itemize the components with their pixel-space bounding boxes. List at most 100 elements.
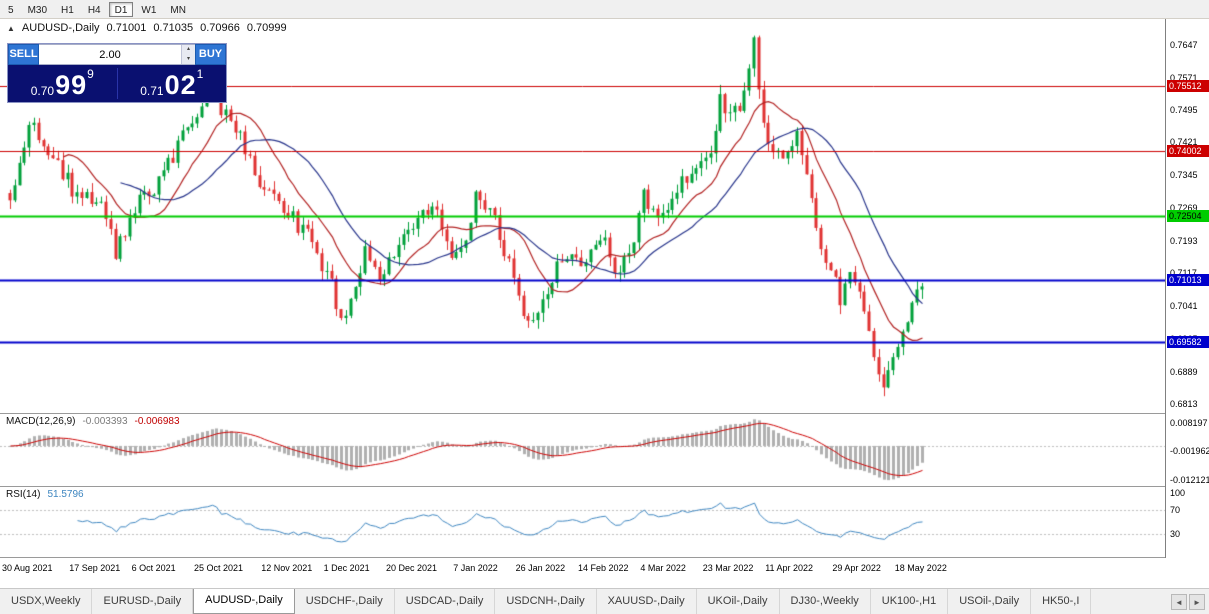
timeframe-button-d1[interactable]: D1 xyxy=(108,1,134,17)
sell-price-figure: 0.70 xyxy=(30,84,55,98)
volume-input[interactable] xyxy=(39,45,181,64)
timeframe-bar: 5 M30 H1 H4 D1 W1 MN xyxy=(0,0,1209,19)
price-divider xyxy=(116,68,118,99)
chart-ohlc-header: ▲ AUDUSD-,Daily 0.71001 0.71035 0.70966 … xyxy=(7,22,287,34)
panel-resize-handle[interactable] xyxy=(0,486,1165,487)
volume-increase-icon[interactable]: ▴ xyxy=(182,45,195,55)
macd-scale-label: -0.012121 xyxy=(1170,474,1209,485)
axis-separator xyxy=(0,557,1165,558)
timeframe-button-h4[interactable]: H4 xyxy=(87,4,101,16)
macd-label: MACD(12,26,9) xyxy=(6,416,76,427)
tab-usoil-daily[interactable]: USOil-,Daily xyxy=(948,589,1032,614)
timeframe-button-mn[interactable]: MN xyxy=(170,4,186,16)
rsi-scale-label: 70 xyxy=(1170,505,1181,516)
rsi-label: RSI(14) xyxy=(6,489,41,500)
tab-usdcnh-daily[interactable]: USDCNH-,Daily xyxy=(495,589,597,614)
tab-usdx-weekly[interactable]: USDX,Weekly xyxy=(0,589,93,614)
macd-panel-canvas[interactable] xyxy=(0,414,1165,486)
collapse-objects-icon[interactable]: ▲ xyxy=(7,24,15,33)
macd-main-value: -0.003393 xyxy=(82,416,128,427)
tab-hk50-i[interactable]: HK50-,I xyxy=(1031,589,1092,614)
rsi-header: RSI(14) 51.5796 xyxy=(6,489,84,500)
macd-header: MACD(12,26,9) -0.003393 -0.006983 xyxy=(6,416,180,427)
tab-scroll-arrows: ◄ ► xyxy=(1171,589,1209,614)
price-tick-label: 0.6889 xyxy=(1170,366,1198,377)
date-label: 26 Jan 2022 xyxy=(515,563,566,573)
date-label: 20 Dec 2021 xyxy=(386,563,438,573)
chart-symbol-label: AUDUSD-,Daily xyxy=(21,22,100,34)
date-label: 7 Jan 2022 xyxy=(453,563,498,573)
date-label: 4 Mar 2022 xyxy=(640,563,686,573)
rsi-scale-label: 30 xyxy=(1170,528,1181,539)
ohlc-open: 0.71001 xyxy=(106,22,147,34)
price-line-badge: 0.75512 xyxy=(1167,80,1209,93)
buy-price-pips: 02 xyxy=(164,70,197,100)
date-label: 18 May 2022 xyxy=(894,563,947,573)
macd-scale-label: -0.001962 xyxy=(1170,446,1209,457)
sell-price-point: 9 xyxy=(87,67,94,81)
ohlc-close: 0.70999 xyxy=(246,22,287,34)
tab-usdchf-daily[interactable]: USDCHF-,Daily xyxy=(295,589,395,614)
date-label: 30 Aug 2021 xyxy=(2,563,53,573)
price-line-badge: 0.71013 xyxy=(1167,274,1209,287)
date-label: 11 Apr 2022 xyxy=(765,563,814,573)
price-tick-label: 0.7571 xyxy=(1170,72,1198,83)
date-label: 14 Feb 2022 xyxy=(578,563,629,573)
price-tick-label: 0.7117 xyxy=(1170,268,1197,278)
buy-price-figure: 0.71 xyxy=(140,84,164,98)
tab-dj30-weekly[interactable]: DJ30-,Weekly xyxy=(780,589,871,614)
buy-price-point: 1 xyxy=(196,67,204,81)
volume-spinner: ▴ ▾ xyxy=(181,45,195,64)
price-scale[interactable]: 0.7647 0.7571 0.7495 0.7421 0.7345 0.7269 0.71… xyxy=(1165,19,1209,558)
price-tick-label: 0.7345 xyxy=(1170,170,1198,181)
macd-scale-label: 0.008197 xyxy=(1170,417,1208,428)
tab-uk100-h1[interactable]: UK100-,H1 xyxy=(871,589,949,614)
price-tick-label: 0.7421 xyxy=(1170,137,1198,148)
price-tick-label: 0.7269 xyxy=(1170,202,1198,213)
symbol-tab-bar: USDX,Weekly EURUSD-,Daily AUDUSD-,Daily USD… xyxy=(0,588,1209,614)
timeframe-button-w1[interactable]: W1 xyxy=(141,4,157,16)
tab-usdcad-daily[interactable]: USDCAD-,Daily xyxy=(395,589,496,614)
ohlc-low: 0.70966 xyxy=(200,22,240,34)
rsi-value: 51.5796 xyxy=(47,489,84,500)
tab-ukoil-daily[interactable]: UKOil-,Daily xyxy=(697,589,780,614)
rsi-panel-canvas[interactable] xyxy=(0,487,1165,557)
date-label: 12 Nov 2021 xyxy=(261,563,313,573)
panel-resize-handle[interactable] xyxy=(0,413,1165,414)
tab-audusd-daily[interactable]: AUDUSD-,Daily xyxy=(193,589,295,614)
buy-button[interactable]: BUY xyxy=(195,44,226,65)
tab-scroll-left-icon[interactable]: ◄ xyxy=(1171,593,1187,610)
tab-xauusd-daily[interactable]: XAUUSD-,Daily xyxy=(597,589,697,614)
volume-field: ▴ ▾ xyxy=(39,44,195,65)
date-label: 17 Sep 2021 xyxy=(69,563,121,573)
date-label: 29 Apr 2022 xyxy=(832,563,881,573)
date-axis[interactable]: 30 Aug 2021 17 Sep 2021 6 Oct 2021 25 Oct 2… xyxy=(0,558,1209,582)
macd-signal-value: -0.006983 xyxy=(134,416,180,427)
price-line-badge: 0.74002 xyxy=(1167,145,1209,158)
price-tick-label: 0.6813 xyxy=(1170,399,1198,410)
rsi-scale-label: 100 xyxy=(1170,487,1186,498)
price-tick-label: 0.7647 xyxy=(1170,39,1198,50)
price-tick-label: 0.7041 xyxy=(1170,301,1198,312)
tab-eurusd-daily[interactable]: EURUSD-,Daily xyxy=(92,589,194,614)
one-click-trading-panel: SELL ▴ ▾ BUY 0.70 99 9 0.71 02 1 xyxy=(8,44,226,102)
sell-price-pips: 99 xyxy=(55,70,88,100)
price-line-badge: 0.72504 xyxy=(1167,209,1209,222)
timeframe-button-5[interactable]: 5 xyxy=(8,4,14,16)
date-label: 1 Dec 2021 xyxy=(323,563,370,573)
date-label: 23 Mar 2022 xyxy=(702,563,754,573)
sell-button[interactable]: SELL xyxy=(8,44,39,65)
sell-price-display[interactable]: 0.70 99 9 xyxy=(8,65,117,102)
date-label: 6 Oct 2021 xyxy=(131,563,176,573)
ohlc-high: 0.71035 xyxy=(153,22,194,34)
buy-price-display[interactable]: 0.71 02 1 xyxy=(118,65,227,102)
date-label: 25 Oct 2021 xyxy=(194,563,244,573)
timeframe-button-h1[interactable]: H1 xyxy=(61,4,74,16)
tab-scroll-right-icon[interactable]: ► xyxy=(1189,593,1205,610)
volume-decrease-icon[interactable]: ▾ xyxy=(182,54,195,64)
price-tick-label: 0.7193 xyxy=(1170,235,1198,246)
timeframe-button-m30[interactable]: M30 xyxy=(27,4,48,16)
price-tick-label: 0.7495 xyxy=(1170,105,1198,116)
price-line-badge: 0.69582 xyxy=(1167,335,1209,348)
